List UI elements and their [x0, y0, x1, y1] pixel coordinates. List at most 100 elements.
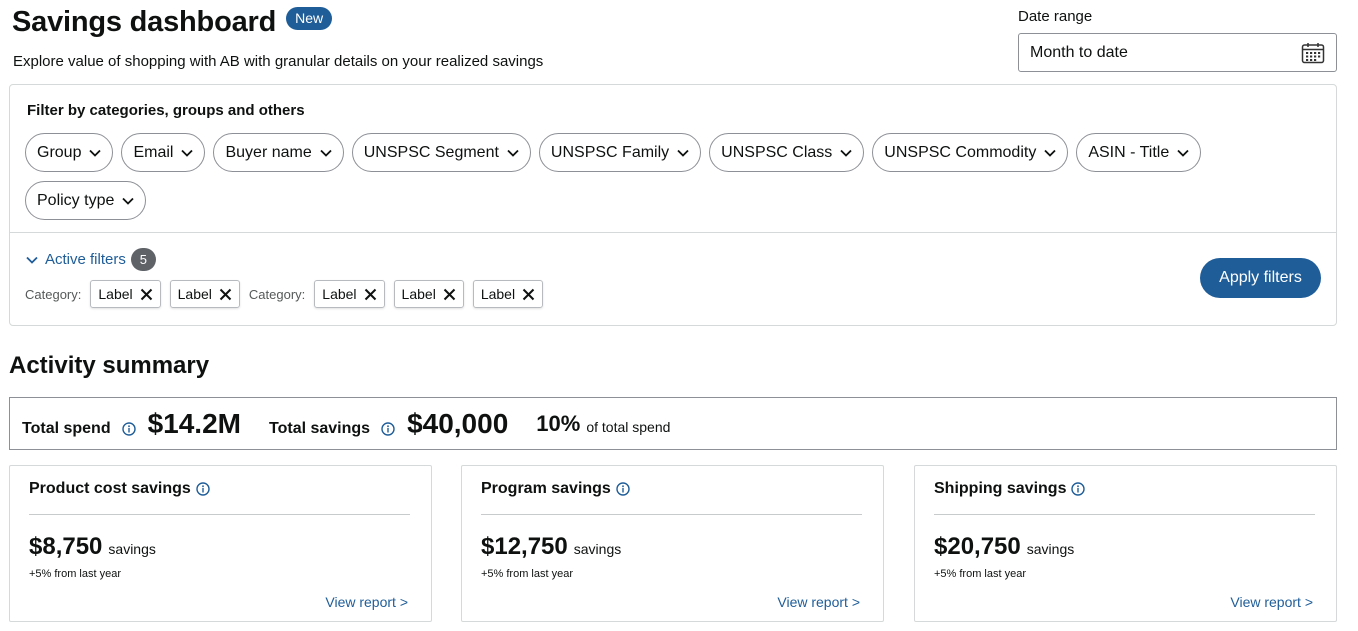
- filter-chip-unspsc-family[interactable]: UNSPSC Family: [538, 133, 702, 172]
- active-filters-toggle[interactable]: Active filters 5: [26, 248, 156, 271]
- date-range-picker[interactable]: Month to date: [1018, 33, 1337, 72]
- chip-label: ASIN - Title: [1088, 143, 1170, 161]
- card-value-row: $20,750 savings: [934, 533, 1074, 561]
- chevron-down-icon: [1177, 149, 1189, 157]
- chip-label: UNSPSC Family: [550, 143, 670, 161]
- card-value-row: $8,750 savings: [29, 533, 156, 561]
- chip-label: UNSPSC Segment: [363, 143, 499, 161]
- info-icon[interactable]: [381, 421, 395, 436]
- card-title: Program savings: [481, 480, 611, 497]
- product-cost-savings-card: Product cost savings $8,750 savings +5% …: [9, 465, 432, 622]
- card-change: +5% from last year: [481, 568, 574, 580]
- chip-label: UNSPSC Commodity: [884, 143, 1037, 161]
- close-icon[interactable]: [364, 288, 377, 301]
- category-label: Category:: [25, 286, 82, 302]
- tag-label: Label: [480, 286, 516, 302]
- chip-label: UNSPSC Class: [721, 143, 833, 161]
- filter-chip-asin-title[interactable]: ASIN - Title: [1076, 133, 1202, 172]
- chevron-down-icon: [1044, 149, 1056, 157]
- totals-bar: Total spend $14.2M Total savings $40,000…: [9, 397, 1337, 450]
- card-value-row: $12,750 savings: [481, 533, 621, 561]
- filter-tag[interactable]: Label: [472, 280, 544, 308]
- card-value: $8,750: [29, 533, 103, 560]
- tag-label: Label: [98, 286, 133, 302]
- filter-tag[interactable]: Label: [90, 280, 161, 308]
- filter-chip-email[interactable]: Email: [121, 133, 206, 172]
- filter-chip-unspsc-commodity[interactable]: UNSPSC Commodity: [872, 133, 1069, 172]
- filter-chip-buyer-name[interactable]: Buyer name: [213, 133, 344, 172]
- chevron-down-icon: [89, 149, 102, 157]
- info-icon[interactable]: [121, 421, 136, 436]
- tag-label: Label: [177, 286, 212, 302]
- filter-tag[interactable]: Label: [169, 280, 240, 308]
- chevron-down-icon: [677, 149, 689, 157]
- filter-panel: Filter by categories, groups and others …: [9, 84, 1337, 326]
- view-report-link[interactable]: View report >: [777, 594, 860, 610]
- card-value: $20,750: [934, 533, 1021, 560]
- shipping-savings-card: Shipping savings $20,750 savings +5% fro…: [914, 465, 1337, 622]
- filter-tag[interactable]: Label: [314, 280, 385, 308]
- chevron-down-icon: [181, 149, 194, 157]
- info-icon[interactable]: [1071, 482, 1086, 496]
- card-value-suffix: savings: [573, 541, 622, 557]
- activity-summary-title: Activity summary: [9, 352, 210, 379]
- chip-label: Group: [37, 143, 82, 161]
- card-divider: [481, 514, 862, 515]
- chip-label: Email: [133, 143, 174, 161]
- chevron-down-icon: [122, 197, 135, 205]
- view-report-link[interactable]: View report >: [325, 594, 408, 610]
- close-icon[interactable]: [522, 288, 535, 301]
- chevron-down-icon: [26, 256, 38, 264]
- chevron-down-icon: [840, 149, 852, 157]
- close-icon[interactable]: [219, 288, 232, 301]
- card-change: +5% from last year: [934, 568, 1027, 580]
- filter-chip-unspsc-class[interactable]: UNSPSC Class: [709, 133, 865, 172]
- filter-chip-row: Group Email Buyer name UNSPSC Segment UN…: [25, 133, 1265, 220]
- panel-divider: [10, 232, 1336, 233]
- apply-filters-button[interactable]: Apply filters: [1200, 258, 1321, 298]
- filter-tag[interactable]: Label: [393, 280, 464, 308]
- card-value: $12,750: [481, 533, 568, 560]
- card-header: Program savings: [481, 480, 630, 498]
- page-subtitle: Explore value of shopping with AB with g…: [13, 53, 544, 70]
- tag-label: Label: [401, 286, 436, 302]
- active-filters-label: Active filters: [45, 251, 126, 268]
- card-divider: [29, 514, 410, 515]
- new-badge: New: [286, 7, 333, 30]
- date-range-value: Month to date: [1030, 43, 1128, 61]
- chevron-down-icon: [320, 149, 332, 157]
- page-title: Savings dashboard: [12, 6, 277, 38]
- filter-chip-group[interactable]: Group: [25, 133, 114, 172]
- chip-label: Buyer name: [225, 143, 312, 161]
- tag-label: Label: [322, 286, 357, 302]
- program-savings-card: Program savings $12,750 savings +5% from…: [461, 465, 884, 622]
- chevron-down-icon: [507, 149, 519, 157]
- title-row: Savings dashboard New: [12, 6, 333, 39]
- close-icon[interactable]: [140, 288, 153, 301]
- total-spend-label: Total spend: [22, 419, 111, 437]
- card-title: Shipping savings: [934, 480, 1067, 497]
- active-filter-tags: Category: Label Label Category: Label La…: [25, 280, 552, 308]
- info-icon[interactable]: [616, 482, 630, 496]
- info-icon[interactable]: [196, 482, 210, 496]
- card-change: +5% from last year: [29, 568, 122, 580]
- total-spend-value: $14.2M: [147, 407, 241, 439]
- chip-label: Policy type: [37, 191, 115, 209]
- total-savings-label: Total savings: [269, 419, 371, 437]
- savings-percent-suffix: of total spend: [586, 418, 671, 435]
- active-filters-count: 5: [130, 248, 156, 271]
- date-range-label: Date range: [1018, 8, 1093, 25]
- close-icon[interactable]: [443, 288, 456, 301]
- calendar-icon[interactable]: [1301, 42, 1325, 64]
- filter-chip-unspsc-segment[interactable]: UNSPSC Segment: [351, 133, 531, 172]
- card-divider: [934, 514, 1315, 515]
- card-value-suffix: savings: [1026, 541, 1075, 557]
- view-report-link[interactable]: View report >: [1230, 594, 1313, 610]
- card-header: Product cost savings: [29, 480, 210, 498]
- card-value-suffix: savings: [108, 541, 156, 557]
- category-label: Category:: [248, 286, 306, 302]
- filter-chip-policy-type[interactable]: Policy type: [25, 181, 147, 220]
- total-savings-value: $40,000: [407, 407, 509, 439]
- filter-heading: Filter by categories, groups and others: [27, 102, 305, 119]
- savings-percent-value: 10%: [536, 410, 581, 436]
